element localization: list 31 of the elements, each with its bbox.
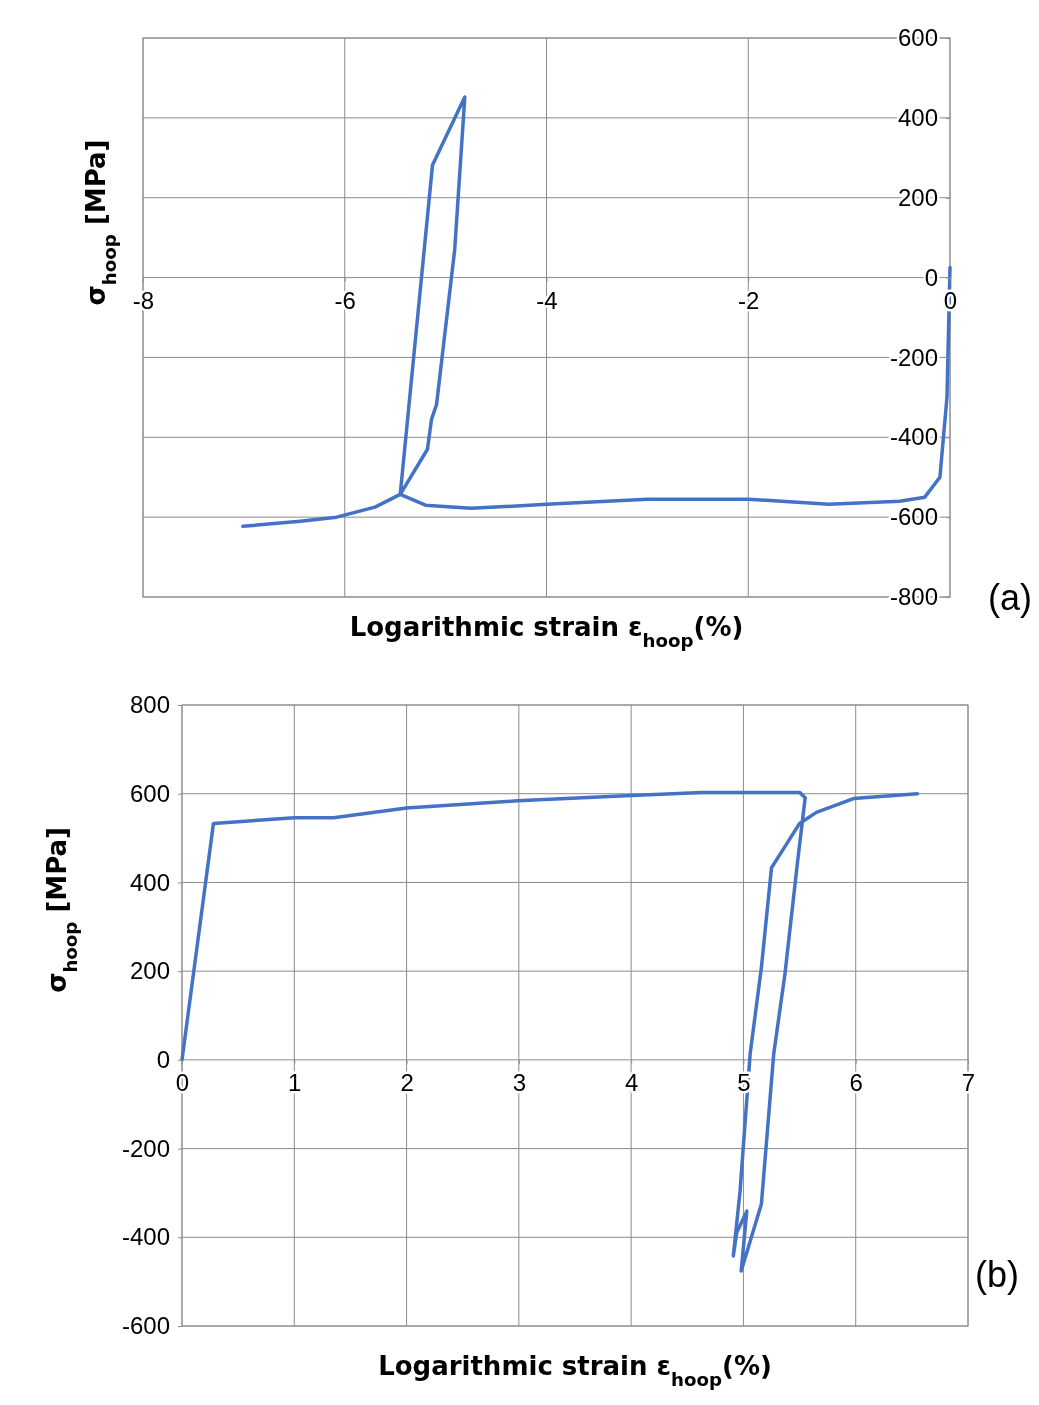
x-axis-title: Logarithmic strain ε$_{hoop}$(%)	[378, 1351, 772, 1390]
y-tick-label: 600	[129, 779, 170, 807]
x-tick-label: -2	[738, 286, 760, 314]
x-tick-label: 3	[512, 1068, 527, 1096]
x-tick-label: 4	[624, 1068, 639, 1096]
x-tick-label: 6	[849, 1068, 863, 1096]
text: (b)	[975, 1254, 1019, 1295]
x-tick-label: 2	[400, 1068, 414, 1096]
y-tick-label: -400	[121, 1223, 170, 1251]
x-tick-label: -8	[132, 286, 155, 314]
y-tick-label: 0	[156, 1046, 170, 1074]
y-tick-label: 600	[897, 24, 938, 52]
y-tick-label: 200	[897, 183, 938, 211]
y-tick-label: -600	[889, 503, 938, 531]
x-tick-label: 0	[175, 1068, 190, 1096]
x-axis-title: Logarithmic strain ε$_{hoop}$(%)	[349, 612, 744, 651]
y-tick-label: -600	[121, 1312, 170, 1340]
y-tick-label: -200	[889, 343, 938, 371]
x-tick-label: 7	[961, 1068, 976, 1096]
y-tick-label: 400	[897, 104, 938, 132]
y-tick-label: 400	[129, 868, 170, 896]
y-tick-label: -200	[121, 1134, 170, 1162]
y-tick-label: 200	[129, 957, 170, 985]
text: (a)	[988, 577, 1032, 618]
x-tick-label: 1	[288, 1068, 302, 1096]
x-tick-label: -6	[334, 286, 356, 314]
y-tick-label: 800	[129, 691, 170, 719]
x-tick-label: -4	[536, 286, 558, 314]
y-tick-label: 0	[924, 263, 938, 291]
y-tick-label: -400	[889, 423, 938, 451]
y-tick-label: -800	[889, 583, 938, 611]
